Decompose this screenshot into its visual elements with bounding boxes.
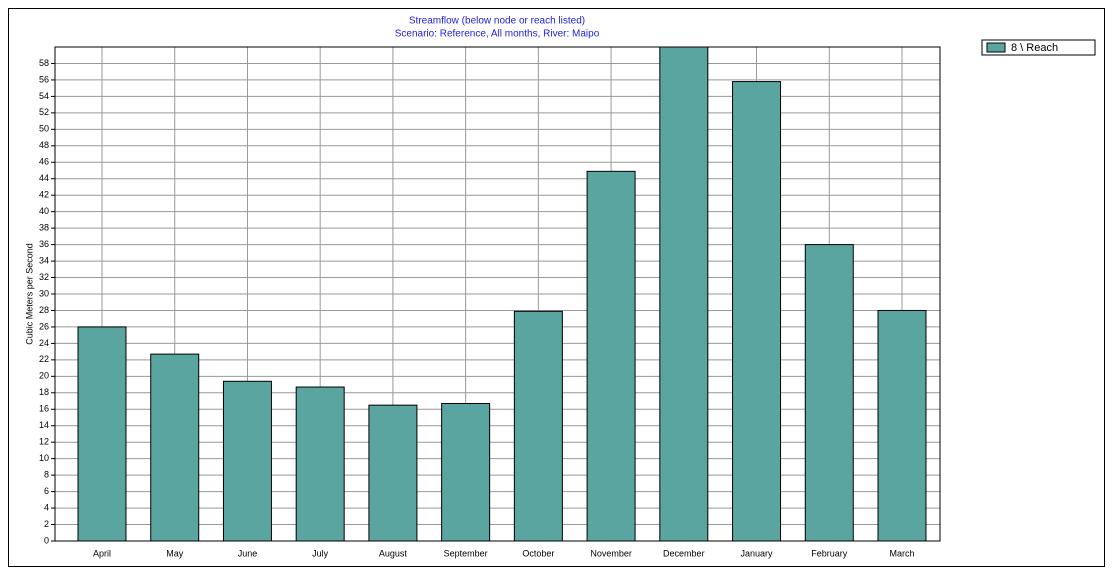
y-tick-label: 30 [39, 288, 49, 298]
y-tick-label: 20 [39, 371, 49, 381]
bar [295, 386, 345, 542]
y-tick-label: 0 [44, 535, 49, 545]
legend-box [981, 39, 1096, 56]
y-tick-label: 38 [39, 223, 49, 233]
y-tick-label: 32 [39, 272, 49, 282]
y-tick-label: 12 [39, 437, 49, 447]
bar [659, 46, 709, 542]
bar [77, 326, 127, 542]
plot-border [54, 46, 941, 542]
y-tick-label: 24 [39, 338, 49, 348]
x-tick-label: May [166, 548, 184, 558]
x-tick-label: December [663, 548, 705, 558]
y-tick-label: 36 [39, 239, 49, 249]
y-tick-label: 46 [39, 157, 49, 167]
y-tick-label: 42 [39, 190, 49, 200]
y-tick-label: 50 [39, 124, 49, 134]
x-tick-label: March [889, 548, 914, 558]
bar [368, 404, 418, 542]
y-axis-label: Cubic Meters per Second [24, 243, 34, 345]
frame [8, 8, 1105, 567]
y-tick-label: 58 [39, 58, 49, 68]
y-tick-label: 52 [39, 107, 49, 117]
bar [513, 310, 563, 542]
y-tick-label: 14 [39, 420, 49, 430]
y-tick-label: 22 [39, 354, 49, 364]
chart-subtitle: Scenario: Reference, All months, River: … [395, 29, 600, 40]
y-tick-label: 48 [39, 140, 49, 150]
y-tick-label: 16 [39, 404, 49, 414]
x-tick-label: July [312, 548, 329, 558]
y-tick-label: 40 [39, 206, 49, 216]
y-tick-label: 2 [44, 519, 49, 529]
y-tick-label: 28 [39, 305, 49, 315]
x-tick-label: June [238, 548, 258, 558]
bar [441, 403, 491, 542]
x-tick-label: November [590, 548, 632, 558]
bar [877, 309, 927, 542]
x-tick-label: August [379, 548, 408, 558]
x-tick-label: September [444, 548, 488, 558]
bar [732, 81, 782, 542]
y-tick-label: 26 [39, 321, 49, 331]
bar [222, 380, 272, 542]
y-tick-label: 6 [44, 486, 49, 496]
bar [586, 170, 636, 542]
y-tick-label: 4 [44, 502, 49, 512]
y-tick-label: 44 [39, 173, 49, 183]
y-tick-label: 56 [39, 74, 49, 84]
chart-title: Streamflow (below node or reach listed) [409, 16, 585, 27]
legend-swatch [986, 42, 1006, 53]
bar [150, 353, 200, 542]
y-tick-label: 8 [44, 470, 49, 480]
y-tick-label: 54 [39, 91, 49, 101]
x-tick-label: October [522, 548, 554, 558]
y-tick-label: 34 [39, 255, 49, 265]
legend-label: 8 \ Reach [1011, 42, 1058, 54]
x-tick-label: February [811, 548, 848, 558]
y-tick-label: 18 [39, 387, 49, 397]
x-tick-label: April [93, 548, 111, 558]
y-tick-label: 10 [39, 453, 49, 463]
x-tick-label: January [741, 548, 774, 558]
bar [804, 244, 854, 542]
